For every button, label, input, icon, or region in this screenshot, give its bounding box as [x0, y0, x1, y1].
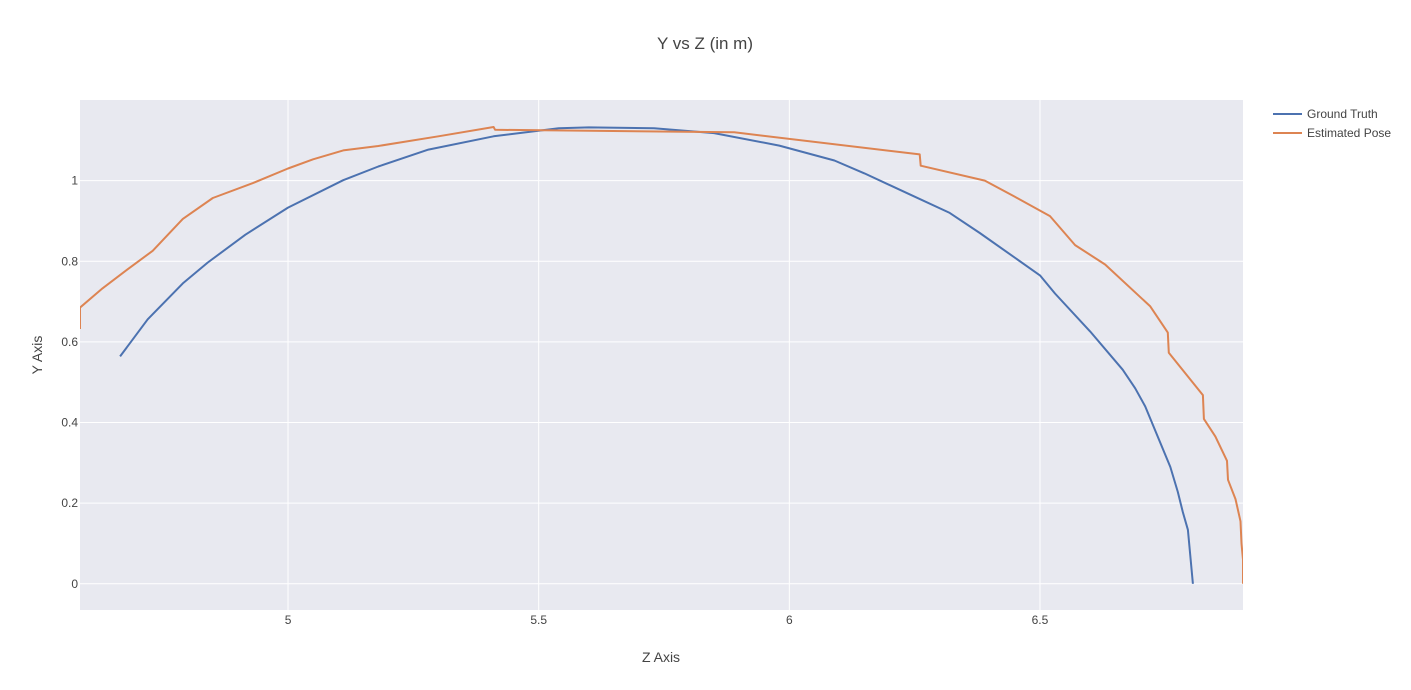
x-axis-title: Z Axis	[642, 649, 680, 665]
x-tick-label: 5	[285, 613, 292, 627]
x-tick-labels: 5 5.5 6 6.5	[285, 613, 1049, 627]
x-tick-label: 6.5	[1032, 613, 1049, 627]
legend-item-estimated-pose[interactable]: Estimated Pose	[1273, 126, 1391, 140]
series-layer	[80, 126, 1243, 584]
legend-item-ground-truth[interactable]: Ground Truth	[1273, 107, 1378, 121]
chart-title: Y vs Z (in m)	[657, 34, 753, 53]
x-tick-label: 6	[786, 613, 793, 627]
legend-label-estimated-pose: Estimated Pose	[1307, 126, 1391, 140]
y-tick-label: 0.6	[61, 335, 78, 349]
plot-area	[80, 100, 1243, 610]
legend[interactable]: Ground Truth Estimated Pose	[1273, 107, 1391, 140]
y-tick-label: 0	[71, 577, 78, 591]
y-tick-labels: 0 0.2 0.4 0.6 0.8 1	[61, 174, 78, 591]
y-tick-label: 0.8	[61, 254, 78, 268]
series-line-estimated-pose	[80, 126, 1243, 584]
y-tick-label: 0.2	[61, 496, 78, 510]
x-gridlines	[287, 100, 1041, 610]
legend-label-ground-truth: Ground Truth	[1307, 107, 1378, 121]
series-line-ground-truth	[119, 126, 1194, 584]
y-tick-label: 0.4	[61, 416, 78, 430]
y-axis-title: Y Axis	[29, 336, 45, 375]
x-tick-label: 5.5	[530, 613, 547, 627]
y-tick-label: 1	[71, 174, 78, 188]
y-gridlines	[80, 180, 1243, 585]
